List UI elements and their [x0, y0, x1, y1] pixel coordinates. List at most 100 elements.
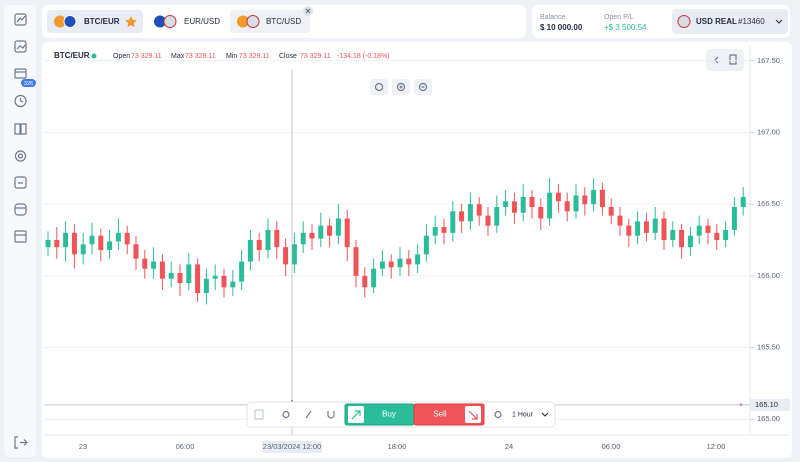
candle-body	[555, 192, 561, 202]
candle-body	[617, 215, 623, 226]
candle-body	[679, 229, 685, 248]
candle-body	[291, 244, 297, 265]
interval-chevron[interactable]	[541, 412, 549, 417]
change: -134.18 (-0.18%)	[337, 53, 390, 60]
candle-body	[283, 247, 289, 265]
crosshair-price: 165.10	[755, 400, 778, 409]
candle-body	[371, 268, 377, 288]
candle-body	[740, 196, 746, 208]
candle-body	[599, 189, 605, 208]
candle-body	[300, 232, 306, 245]
account-selector[interactable]	[672, 9, 788, 34]
candle-body	[159, 261, 165, 279]
settings-icon[interactable]	[494, 410, 502, 419]
coin-icon	[237, 15, 249, 28]
tab-label[interactable]: BTC/USD	[266, 17, 301, 26]
y-tick-label: 166.00	[757, 271, 780, 280]
toolbar-icons[interactable]	[254, 409, 335, 420]
candle-body	[441, 227, 447, 233]
chart-panel	[42, 42, 792, 458]
sidebar-icons[interactable]	[14, 13, 28, 449]
candle-body	[388, 261, 394, 268]
tab-label[interactable]: BTC/EUR	[84, 17, 120, 26]
candle-body	[221, 275, 227, 288]
candle-body	[687, 235, 693, 248]
candle-body	[124, 232, 130, 245]
candle-body	[80, 244, 86, 255]
candle-body	[54, 240, 60, 248]
balance-label: Balance	[540, 14, 565, 21]
candle-body	[362, 275, 368, 288]
candle-body	[327, 225, 333, 236]
tab-close-x	[305, 8, 311, 14]
candle-body	[115, 232, 121, 242]
crosshair-time-bg	[262, 441, 322, 453]
candle-body	[98, 235, 104, 251]
x-tick-label: 06:00	[176, 442, 195, 451]
candle-body	[195, 264, 201, 294]
interval[interactable]: 1 Hour	[512, 411, 534, 418]
candle-body	[230, 281, 236, 288]
badge	[21, 79, 36, 87]
x-tick-label: 06:00	[602, 442, 621, 451]
y-tick-label: 165.00	[757, 414, 780, 423]
candle-body	[203, 278, 209, 294]
candle-body	[635, 221, 641, 236]
crosshair-plus: +	[739, 400, 744, 409]
candle-body	[423, 235, 429, 255]
candle-body	[538, 207, 544, 219]
panel-buttons[interactable]	[706, 49, 744, 71]
account-number: #13460	[738, 17, 765, 26]
currency-icon	[163, 15, 177, 28]
x-tick-label: 23	[79, 442, 87, 451]
candle-body	[564, 201, 570, 212]
candle-body	[432, 227, 438, 236]
sell-label[interactable]: Sell	[433, 410, 447, 419]
zoom-controls[interactable]	[370, 79, 432, 95]
candle-body	[335, 218, 341, 236]
x-tick-label: 24	[505, 442, 513, 451]
candle-body	[265, 229, 271, 251]
candle-body	[723, 229, 729, 240]
x-tick-label: 18:00	[388, 442, 407, 451]
candle-body	[247, 240, 253, 262]
ohlc-value: 73 329.11	[131, 53, 162, 60]
tab-label[interactable]: EUR/USD	[184, 17, 220, 26]
candle-body	[406, 258, 412, 265]
pl-label: Open P/L	[604, 14, 634, 21]
candle-body	[459, 211, 465, 222]
y-tick-label: 167.00	[757, 127, 780, 136]
sell-arrow	[468, 410, 478, 420]
candle-body	[626, 225, 632, 236]
plot-area: 167.50 167.00 166.50 166.00 165.50 165.00 23 06…	[44, 56, 790, 453]
candle-body	[151, 261, 157, 269]
candle-body	[705, 225, 711, 233]
candle-body	[71, 232, 77, 255]
favorite-star[interactable]	[125, 16, 137, 28]
candle-body	[379, 261, 385, 269]
candle-body	[107, 241, 113, 251]
candle-body	[643, 221, 649, 233]
buy-label[interactable]: Buy	[382, 410, 396, 419]
candle-body	[485, 215, 491, 226]
candle-body	[397, 258, 403, 268]
candle-body	[731, 207, 737, 230]
candle-body	[467, 204, 473, 222]
candle-body	[476, 204, 482, 216]
candle-body	[256, 240, 262, 251]
candle-body	[661, 218, 667, 240]
candle-body	[529, 196, 535, 208]
candle-body	[186, 264, 192, 284]
candle-body	[503, 201, 509, 208]
account-name: USD REAL	[696, 17, 737, 26]
candle-body	[450, 211, 456, 233]
currency-icon	[63, 15, 77, 28]
status-dot	[91, 53, 97, 59]
ohlc-label: Open	[113, 53, 130, 60]
currency-icon	[154, 15, 166, 28]
candle-body	[133, 244, 139, 259]
ohlc-value: 73 329.11	[239, 53, 270, 60]
candle-body	[696, 225, 702, 236]
candle-body	[239, 261, 245, 282]
pl: +$ 3 500.54	[604, 23, 647, 32]
